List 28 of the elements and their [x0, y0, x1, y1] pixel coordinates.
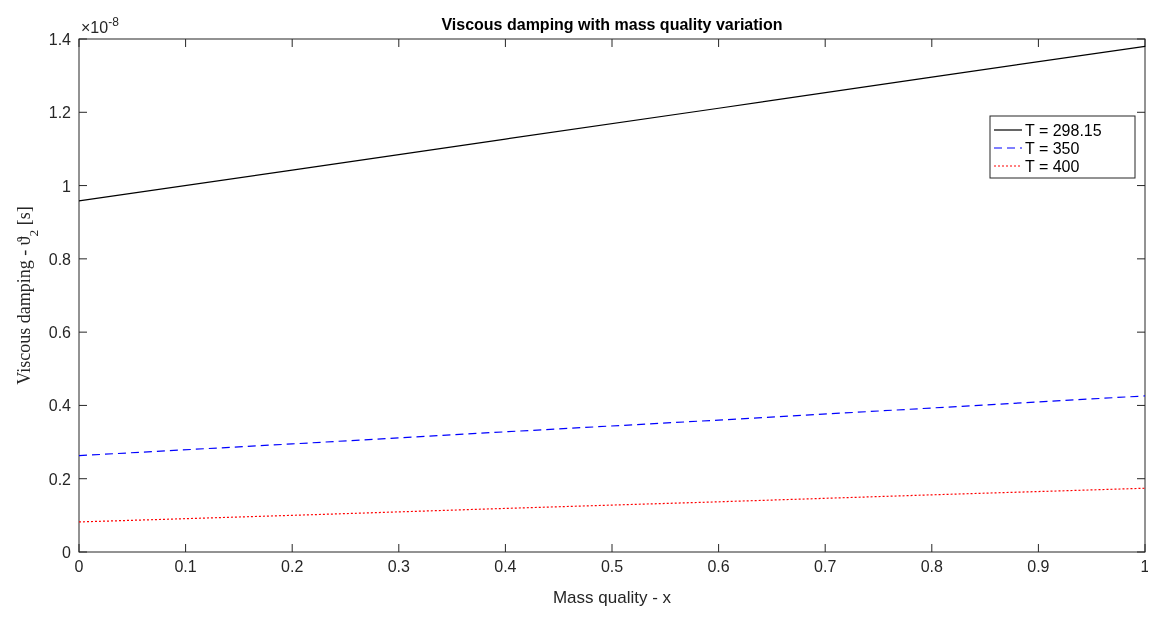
x-tick-label: 0 — [74, 558, 84, 575]
legend-label: T = 400 — [1025, 158, 1080, 175]
text: ×10$^{-8}$ — [81, 15, 120, 36]
legend-label: T = 350 — [1025, 140, 1080, 157]
y-tick-label: 1.4 — [48, 31, 72, 48]
y-tick-label: 0.8 — [48, 250, 72, 268]
legend-label: T = 298.15 — [1025, 122, 1102, 139]
line-series — [78, 487, 1146, 523]
y-tick-label: 0.6 — [48, 324, 72, 342]
x-tick-label: 0.5 — [600, 558, 624, 575]
x-tick-label: 0.3 — [387, 558, 411, 575]
chart-title: Viscous damping with mass quality variation — [441, 16, 783, 33]
x-axis-title: Mass quality - x — [552, 588, 672, 607]
y-tick-label: 1.2 — [48, 104, 72, 122]
y-tick-label: 0.2 — [48, 470, 72, 488]
x-tick-label: 0.8 — [920, 558, 944, 575]
x-tick-label: 0.4 — [494, 558, 517, 575]
x-tick-label: 1 — [1140, 558, 1150, 575]
line-series — [78, 395, 1146, 457]
y-tick-label: 0.4 — [48, 397, 72, 415]
y-tick-label: 1 — [62, 177, 72, 195]
x-tick-label: 0.9 — [1027, 558, 1050, 575]
x-tick-label: 0.6 — [707, 558, 730, 575]
line-series — [78, 45, 1146, 202]
x-tick-label: 0.1 — [174, 558, 197, 575]
x-tick-label: 0.7 — [814, 558, 837, 575]
y-tick-label: 0 — [62, 544, 72, 561]
x-tick-label: 0.2 — [281, 558, 304, 575]
